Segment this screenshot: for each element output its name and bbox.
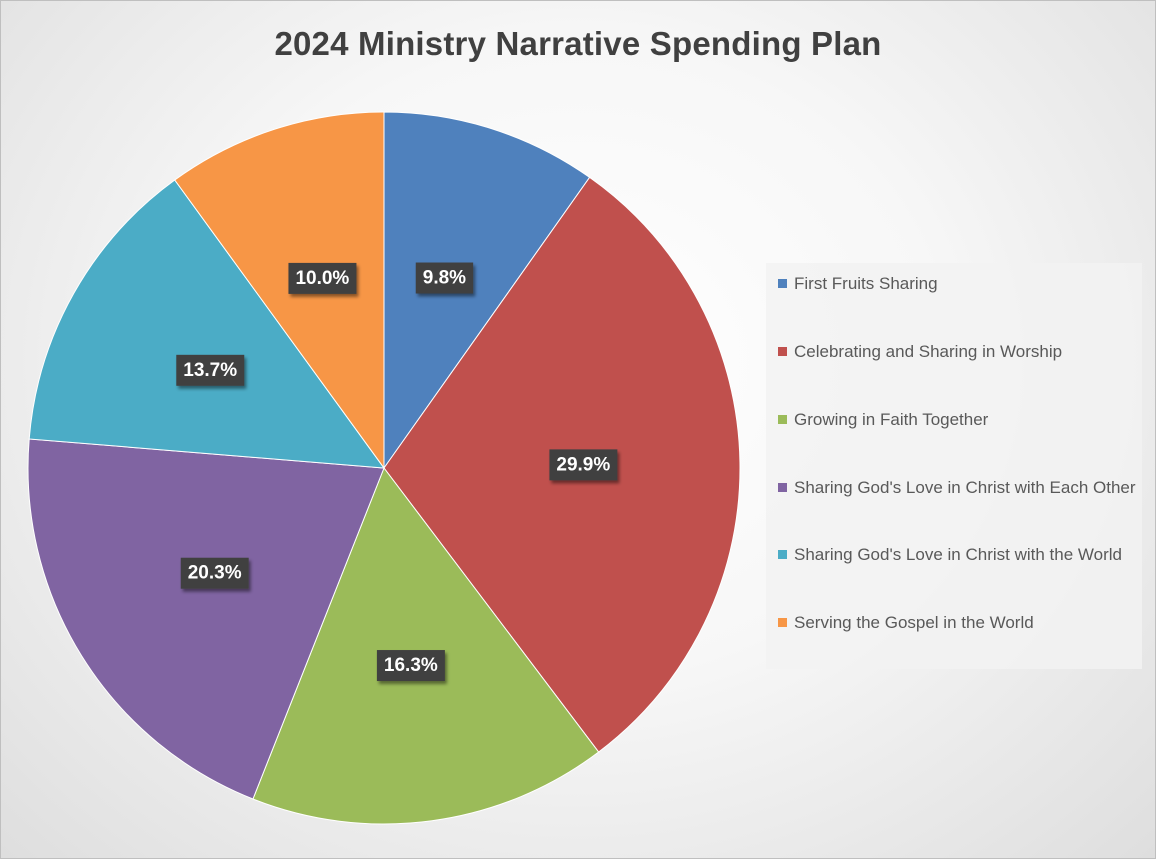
data-label-text: 20.3%: [188, 563, 242, 584]
data-label-sharing-god-s-love-in-christ-with-the-world: 13.7%: [176, 354, 245, 386]
data-label-box: [376, 650, 445, 682]
data-label-first-fruits-sharing: 9.8%: [415, 262, 474, 294]
data-label-box: [176, 354, 245, 386]
legend-swatch: [778, 347, 787, 356]
pie-data-labels: 9.8% 29.9% 16.3% 20.3% 13.7% 10.0%: [176, 262, 618, 682]
data-label-text: 29.9%: [556, 454, 610, 475]
legend-label: Sharing God's Love in Christ with the Wo…: [794, 545, 1122, 564]
legend-swatch: [778, 618, 787, 627]
legend-entry-sharing-gods-love-each-other: Sharing God's Love in Christ with Each O…: [778, 476, 1138, 499]
legend-swatch: [778, 279, 787, 288]
legend-label: Celebrating and Sharing in Worship: [794, 342, 1063, 361]
legend-swatch: [778, 550, 787, 559]
pie-slice-serving-the-gospel-in-the-world: [174, 111, 385, 470]
data-label-serving-the-gospel-in-the-world: 10.0%: [288, 262, 357, 294]
data-label-sharing-god-s-love-in-christ-with-each-other: 20.3%: [180, 557, 249, 589]
data-label-celebrating-and-sharing-in-worship: 29.9%: [549, 449, 618, 481]
legend-entry-growing-in-faith-together: Growing in Faith Together: [778, 408, 1138, 431]
pie-slices: [27, 111, 741, 825]
pie-slice-sharing-god-s-love-in-christ-with-each-other: [27, 438, 385, 800]
data-label-box: [180, 557, 249, 589]
pie-slice-growing-in-faith-together: [252, 466, 600, 825]
chart-title: 2024 Ministry Narrative Spending Plan: [274, 25, 882, 62]
data-label-text: 13.7%: [183, 360, 237, 381]
data-label-box: [415, 262, 474, 294]
legend-label: First Fruits Sharing: [794, 274, 938, 293]
data-label-box: [549, 449, 618, 481]
chart-legend: First Fruits Sharing Celebrating and Sha…: [766, 263, 1142, 669]
pie-slice-first-fruits-sharing: [383, 111, 591, 470]
data-label-text: 9.8%: [423, 268, 466, 289]
data-label-text: 16.3%: [384, 655, 438, 676]
legend-swatch: [778, 483, 787, 492]
legend-entry-sharing-gods-love-world: Sharing God's Love in Christ with the Wo…: [778, 543, 1138, 566]
legend-entry-serving-the-gospel: Serving the Gospel in the World: [778, 611, 1138, 634]
legend-entry-first-fruits-sharing: First Fruits Sharing: [778, 272, 1138, 295]
data-label-growing-in-faith-together: 16.3%: [376, 650, 445, 682]
legend-label: Serving the Gospel in the World: [794, 613, 1034, 632]
legend-label: Sharing God's Love in Christ with Each O…: [794, 478, 1136, 497]
data-label-box: [288, 262, 357, 294]
legend-entry-celebrating-and-sharing-in-worship: Celebrating and Sharing in Worship: [778, 340, 1138, 363]
legend-label: Growing in Faith Together: [794, 410, 989, 429]
pie-slice-sharing-god-s-love-in-christ-with-the-world: [28, 179, 386, 469]
data-label-text: 10.0%: [295, 268, 349, 289]
legend-swatch: [778, 415, 787, 424]
